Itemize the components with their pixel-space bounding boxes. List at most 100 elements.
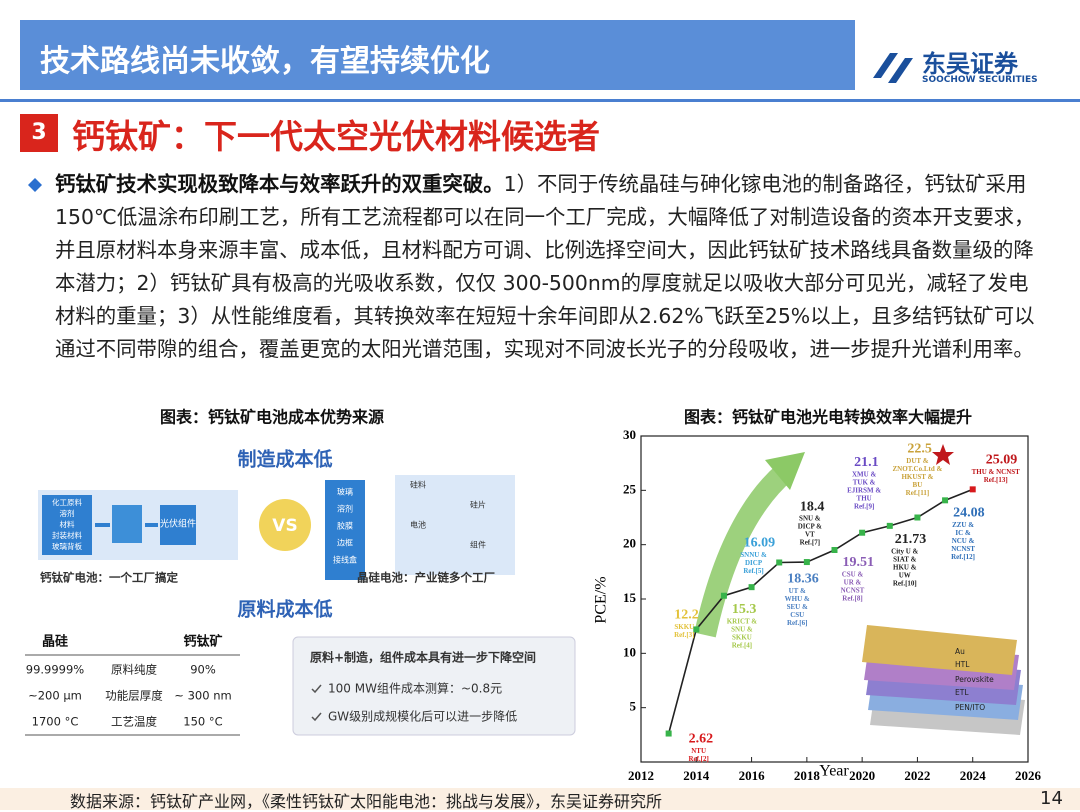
table-cell: 150 °C <box>183 715 222 729</box>
line-chart: 图表：钙钛矿电池光电转换效率大幅提升 Year PCE/% 5 10 15 20 25 3… <box>593 408 1042 783</box>
inset-label: HTL <box>955 660 970 669</box>
box <box>325 480 365 580</box>
divider <box>0 99 1080 102</box>
x-tick-label: 2016 <box>739 768 766 783</box>
inset-label: Au <box>955 647 965 656</box>
annotation: Ref.[5] <box>743 567 763 575</box>
value-label: 15.3 <box>732 602 757 617</box>
annotation: NTU <box>691 747 706 755</box>
annotation: Ref.[3] <box>674 631 694 639</box>
value-label: 21.73 <box>895 532 927 547</box>
panel <box>395 475 515 575</box>
input-label: 接线盒 <box>333 555 357 565</box>
input-label: 边框 <box>337 538 353 548</box>
line <box>667 488 974 734</box>
body-lead: 钙钛矿技术实现极致降本与效率跃升的双重突破。 <box>55 172 504 196</box>
annotation: DUT & <box>906 457 928 465</box>
x-tick-label: 2018 <box>794 768 821 783</box>
step-label: 组件 <box>470 540 486 550</box>
input-label: 化工原料 <box>52 497 82 507</box>
point <box>720 592 727 599</box>
table-header: 晶硅 <box>42 634 68 650</box>
x-tick-label: 2014 <box>683 768 710 783</box>
table-header: 钙钛矿 <box>183 634 222 650</box>
x-axis-label: Year <box>819 763 849 780</box>
value-label: 18.4 <box>800 499 825 514</box>
annotation: HKU & <box>893 563 917 571</box>
input-label: 溶剂 <box>60 508 75 518</box>
annotation: Ref.[7] <box>800 539 820 547</box>
module: 光伏组件 <box>160 518 196 530</box>
step-label: 硅片 <box>470 500 486 510</box>
annotation: NCU & <box>952 537 975 545</box>
section-title: 钙钛矿：下一代太空光伏材料候选者 <box>72 117 600 156</box>
point <box>803 559 810 566</box>
box-item: 100 MW组件成本测算：~0.8元 <box>328 681 502 696</box>
footer-bar <box>0 788 1080 810</box>
y-tick-label: 20 <box>623 536 636 551</box>
annotation: SKKU <box>674 623 694 631</box>
cost-box <box>292 636 576 736</box>
annotation: THU & NCNST <box>972 468 1021 476</box>
value-label: 2.62 <box>689 732 713 747</box>
annotation: Ref.[4] <box>732 641 752 649</box>
annotation: DICP & <box>798 523 822 531</box>
box-item: GW级别成规模化后可以进一步降低 <box>328 709 517 724</box>
annotation: Ref.[12] <box>951 553 975 561</box>
logo-cn: 东吴证券 <box>922 50 1018 78</box>
logo-en: SOOCHOW SECURITIES <box>922 75 1038 85</box>
annotation: ZZU & <box>952 521 974 529</box>
value-label: 16.09 <box>744 535 776 550</box>
annotation: EJIRSM & <box>847 486 881 494</box>
inset <box>862 625 1025 735</box>
input-label: 胶膜 <box>337 521 353 531</box>
input-label: 玻璃 <box>337 487 353 497</box>
label: 制造成本低 <box>237 448 332 471</box>
body-text: 钙钛矿技术实现极致降本与效率跃升的双重突破。1）不同于传统晶硅与砷化镓电池的制备… <box>55 168 1045 366</box>
annotation: WHU & <box>785 595 810 603</box>
step-label: 硅料 <box>410 480 426 490</box>
annotation: IC & <box>955 529 971 537</box>
point <box>914 514 921 521</box>
value-label: 21.1 <box>854 455 879 470</box>
table-cell: 原料纯度 <box>111 663 157 677</box>
body-rest: 1）不同于传统晶硅与砷化镓电池的制备路径，钙钛矿采用150℃低温涂布印刷工艺，所… <box>55 172 1035 361</box>
bullet <box>28 178 42 192</box>
annotation: SIAT & <box>893 555 916 563</box>
y-tick-label: 5 <box>630 699 637 714</box>
annotation: Ref.[2] <box>688 755 708 763</box>
note: 晶硅电池：产业链多个工厂 <box>357 571 495 585</box>
point <box>748 584 755 591</box>
y-tick-label: 10 <box>623 644 636 659</box>
table-cell: 99.9999% <box>26 663 85 677</box>
point <box>665 730 672 737</box>
factory <box>112 505 142 543</box>
star <box>932 444 954 465</box>
annotation: THU <box>857 494 872 502</box>
table-cell: ~ 300 nm <box>174 689 231 703</box>
input-label: 玻璃背板 <box>52 541 82 551</box>
x-tick-label: 2012 <box>628 768 654 783</box>
input-label: 封装材料 <box>52 530 82 540</box>
caption: 图表：钙钛矿电池成本优势来源 <box>160 408 384 427</box>
vs-circle <box>259 499 311 551</box>
section-number: 3 <box>20 114 58 152</box>
value-label: 12.2 <box>674 608 699 623</box>
point <box>776 559 783 566</box>
logo-icon <box>873 53 913 83</box>
x-tick-label: 2020 <box>849 768 875 783</box>
box <box>42 495 92 555</box>
left-figure: 图表：钙钛矿电池成本优势来源 制造成本低 原料成本低 VS 钙钛矿电池：一个工厂… <box>25 408 576 736</box>
header-bar <box>20 20 855 90</box>
table-cell: 1700 °C <box>32 715 79 729</box>
trend-arrow <box>694 463 793 638</box>
annotation: Ref.[10] <box>893 579 917 587</box>
annotation: BU <box>913 481 923 489</box>
annotation: UT & <box>789 587 806 595</box>
value-label: 22.5 <box>907 442 932 457</box>
annotation: NCNST <box>841 587 865 595</box>
annotation: Ref.[11] <box>906 489 930 497</box>
annotation: DICP <box>745 559 763 567</box>
table-cell: 工艺温度 <box>111 715 157 729</box>
